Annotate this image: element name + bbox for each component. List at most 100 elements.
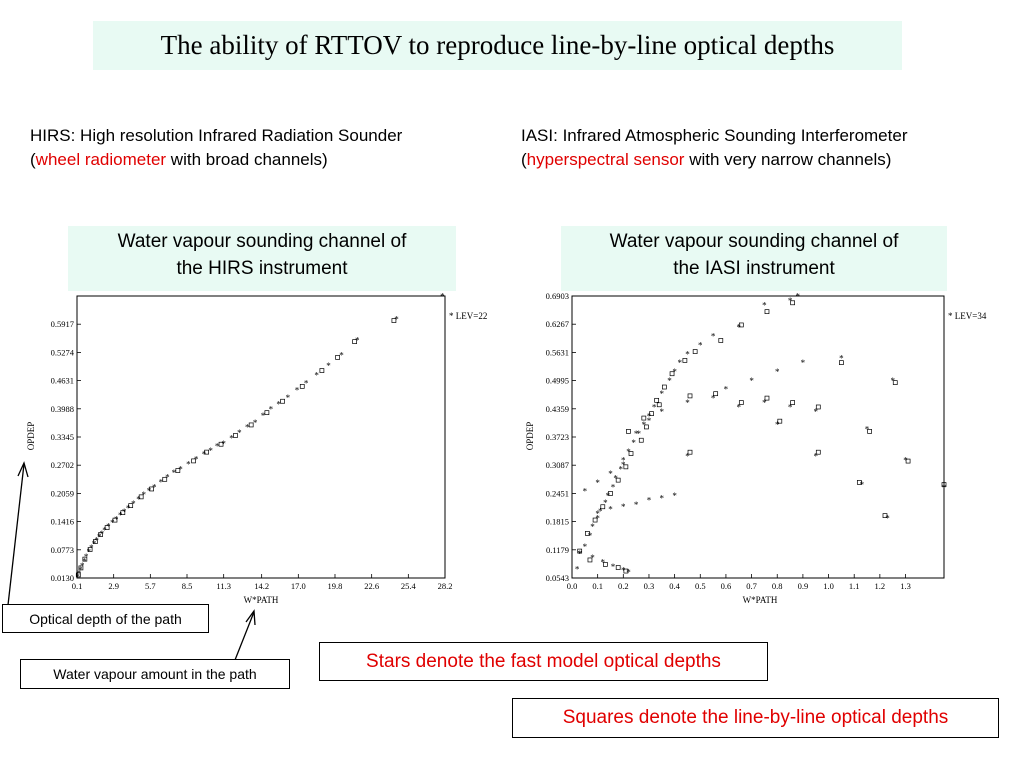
note-water-vapour: Water vapour amount in the path	[20, 659, 290, 689]
x-tick-label: 25.4	[401, 581, 417, 591]
star-marker: *	[237, 428, 242, 438]
star-marker: *	[626, 567, 631, 577]
y-tick-label: 0.6267	[546, 319, 569, 329]
y-tick-label: 0.2059	[51, 488, 74, 498]
square-marker	[75, 572, 81, 578]
square-marker	[218, 441, 224, 447]
star-marker: *	[775, 367, 780, 377]
star-marker: *	[634, 429, 639, 439]
star-marker: *	[575, 564, 580, 574]
hirs-description-line2: (wheel radiometer with broad channels)	[30, 148, 500, 172]
arrow-up-icon	[234, 609, 256, 661]
note-squares-text: Squares denote the line-by-line optical …	[562, 707, 949, 728]
hirs-x-label: W*PATH	[244, 595, 279, 605]
x-tick-label: 19.8	[328, 581, 343, 591]
hirs-highlight: wheel radiometer	[35, 150, 167, 169]
star-marker: *	[286, 393, 291, 403]
x-tick-label: 0.1	[592, 581, 603, 591]
square-marker	[718, 338, 724, 343]
star-marker: *	[595, 513, 600, 523]
star-marker: *	[221, 439, 226, 449]
square-marker	[352, 339, 357, 344]
square-marker	[149, 486, 154, 492]
square-marker	[78, 565, 84, 571]
square-marker	[120, 510, 126, 516]
arrow-up-icon	[7, 461, 29, 606]
hirs-channel-line1: Water vapour sounding channel of	[117, 231, 407, 252]
note-stars: Stars denote the fast model optical dept…	[319, 642, 768, 681]
note-optical-depth: Optical depth of the path	[2, 604, 209, 633]
star-marker: *	[339, 350, 344, 360]
square-marker	[191, 458, 196, 464]
square-marker	[738, 322, 744, 328]
star-marker: *	[208, 446, 213, 456]
star-marker: *	[672, 491, 677, 501]
hirs-description: HIRS: High resolution Infrared Radiation…	[30, 124, 500, 172]
star-marker: *	[660, 493, 665, 503]
star-marker: *	[186, 459, 191, 469]
x-tick-label: 1.3	[900, 581, 911, 591]
x-tick-label: 0.2	[618, 581, 629, 591]
square-marker	[662, 384, 667, 390]
star-marker: *	[100, 529, 105, 539]
star-marker: *	[813, 407, 818, 417]
star-marker: *	[269, 405, 274, 415]
x-tick-label: 2.9	[108, 581, 119, 591]
star-marker: *	[634, 500, 639, 510]
square-marker	[248, 422, 254, 428]
star-marker: *	[839, 354, 844, 364]
star-marker: *	[618, 465, 623, 475]
square-marker	[892, 380, 898, 385]
hirs-paren: (	[30, 150, 36, 169]
square-marker	[592, 517, 598, 523]
star-marker: *	[737, 323, 742, 333]
x-tick-label: 1.1	[849, 581, 860, 591]
square-marker	[626, 429, 631, 434]
star-marker: *	[611, 482, 616, 492]
y-tick-label: 0.4359	[546, 404, 569, 414]
square-marker	[839, 360, 844, 365]
y-tick-label: 0.3087	[546, 460, 569, 470]
star-marker: *	[724, 385, 729, 395]
star-marker: *	[588, 531, 593, 541]
square-marker	[790, 300, 795, 306]
star-marker: *	[131, 499, 136, 509]
star-marker: *	[685, 451, 690, 461]
star-marker: *	[147, 486, 152, 496]
square-marker	[764, 309, 770, 315]
star-marker: *	[660, 407, 665, 417]
star-marker: *	[202, 449, 207, 459]
y-tick-label: 0.3723	[546, 432, 569, 442]
square-marker	[713, 391, 719, 397]
square-marker	[856, 480, 862, 485]
star-marker: *	[801, 358, 806, 368]
iasi-paren: (	[521, 150, 527, 169]
square-marker	[867, 429, 872, 434]
square-marker	[92, 539, 98, 544]
star-marker: *	[621, 456, 626, 466]
star-marker: *	[737, 402, 742, 412]
square-marker	[587, 557, 593, 563]
iasi-description-rest: with very narrow channels)	[684, 150, 892, 169]
x-tick-label: 14.2	[254, 581, 269, 591]
iasi-y-ticks: 0.0543 0.1179 0.1815 0.2451 0.3087 0.3723 0.43…	[546, 291, 576, 583]
y-tick-label: 0.2451	[546, 488, 569, 498]
x-tick-label: 0.7	[746, 581, 757, 591]
star-marker: *	[142, 490, 147, 500]
star-marker: *	[87, 547, 92, 557]
square-marker	[104, 525, 110, 530]
star-marker: *	[698, 340, 703, 350]
y-tick-label: 0.4631	[51, 376, 74, 386]
star-marker: *	[711, 332, 716, 342]
square-marker	[649, 411, 654, 416]
square-marker	[764, 395, 770, 401]
square-marker	[738, 400, 744, 405]
star-marker: *	[762, 301, 767, 311]
y-tick-label: 0.1416	[51, 517, 74, 527]
square-marker	[603, 562, 608, 567]
hirs-channel-line2: the HIRS instrument	[176, 258, 348, 279]
slide-title: The ability of RTTOV to reproduce line-b…	[160, 30, 835, 60]
x-tick-label: 22.6	[364, 581, 379, 591]
iasi-description: IASI: Infrared Atmospheric Sounding Inte…	[521, 124, 1001, 172]
star-marker: *	[276, 399, 281, 409]
